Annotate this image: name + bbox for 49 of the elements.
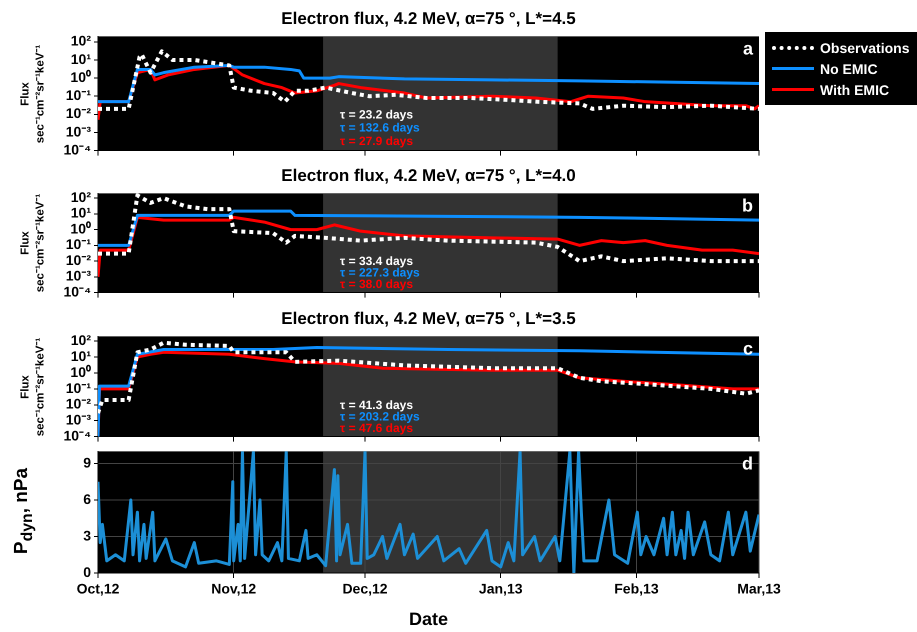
legend-label: No EMIC	[820, 60, 878, 76]
x-tick-label: Dec,12	[342, 580, 388, 596]
y-axis-title: Flux sec⁻¹cm⁻²sr⁻¹keV⁻¹	[20, 194, 46, 292]
chart-title: Electron flux, 4.2 MeV, α=75 °, L*=4.0	[280, 166, 577, 186]
y-tick-label: 10⁻¹	[66, 236, 92, 252]
y-tick-label: 10²	[70, 32, 92, 49]
y-tick-label: 9	[83, 454, 92, 470]
y-tick-label: 10⁻¹	[66, 380, 92, 396]
y-tick-label: 10⁻³	[66, 268, 92, 284]
y-tick-label: 10²	[70, 189, 92, 205]
y-tick-label: 10⁻²	[66, 396, 92, 412]
x-tick-label: Nov,12	[211, 580, 256, 596]
y-tick-label: 6	[83, 490, 92, 507]
legend-label: With EMIC	[820, 82, 890, 98]
annotation: τ = 33.4 days	[340, 254, 414, 268]
annotation: τ = 27.9 days	[340, 134, 414, 148]
x-axis-title: Date	[408, 609, 449, 630]
x-tick-label: Jan,13	[478, 580, 523, 596]
y-axis-title: Flux sec⁻¹cm⁻²sr⁻¹keV⁻¹	[20, 337, 46, 436]
y-tick-label: 10¹	[70, 204, 92, 221]
y-tick-label: 10¹	[70, 348, 92, 364]
chart-title: Electron flux, 4.2 MeV, α=75 °, L*=3.5	[280, 309, 577, 329]
y-tick-label: 10⁰	[70, 68, 91, 85]
x-tick-label: Feb,13	[614, 580, 659, 596]
annotation: a	[742, 38, 754, 58]
y-tick-label: 10²	[70, 332, 92, 348]
annotation: d	[742, 453, 753, 474]
annotation: τ = 132.6 days	[340, 120, 420, 135]
y-tick-label: 0	[83, 564, 92, 580]
chart-title: Electron flux, 4.2 MeV, α=75 °, L*=4.5	[280, 9, 577, 29]
y-tick-label: 10⁻⁴	[64, 141, 92, 158]
y-tick-label: 10⁰	[70, 364, 91, 380]
x-tick-label: Oct,12	[76, 580, 120, 596]
y-tick-label: 10¹	[70, 50, 92, 67]
annotation: τ = 23.2 days	[340, 108, 414, 122]
y-tick-label: 10⁰	[70, 220, 91, 236]
y-tick-label: 10⁻³	[66, 123, 92, 140]
y-tick-label: 10⁻¹	[66, 87, 92, 104]
annotation: b	[742, 195, 753, 216]
y-axis-title: Flux sec⁻¹cm⁻²sr⁻¹keV⁻¹	[20, 44, 46, 143]
y-tick-label: 10⁻³	[66, 412, 92, 428]
legend-label: Observations	[820, 40, 910, 56]
y-tick-label: 10⁻²	[66, 252, 92, 268]
y-tick-label: 3	[83, 527, 92, 544]
y-tick-label: 10⁻²	[66, 105, 92, 122]
x-tick-label: Mar,13	[737, 580, 782, 596]
y-tick-label: 10⁻⁴	[64, 427, 92, 444]
annotation: τ = 41.3 days	[340, 398, 414, 412]
y-tick-label: 10⁻⁴	[64, 283, 92, 300]
